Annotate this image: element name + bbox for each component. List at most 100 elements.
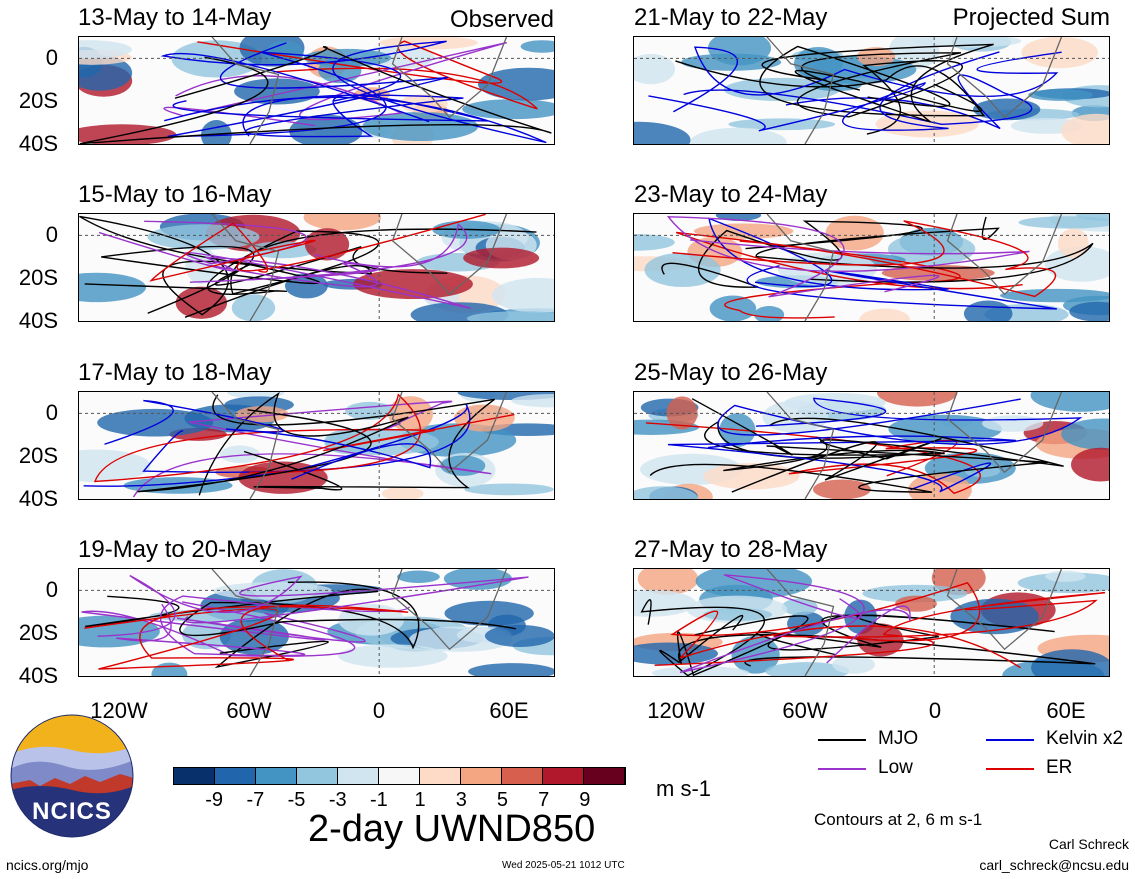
- shading-blob: [982, 415, 1044, 432]
- colorbar: [173, 767, 626, 785]
- shading-blob: [695, 569, 813, 599]
- shading-blob: [644, 252, 721, 288]
- contour-line: [79, 215, 372, 318]
- shading-blob: [1069, 301, 1109, 321]
- shading-blob: [1030, 392, 1109, 412]
- contour-line: [149, 214, 486, 282]
- shading-blob: [784, 392, 886, 413]
- lat-label: 40S: [18, 486, 58, 511]
- map-field: [634, 392, 1109, 499]
- shading-blob: [238, 461, 328, 494]
- colorbar-tick-label: -1: [370, 789, 388, 811]
- shading-blob: [396, 570, 440, 584]
- map-panel: [78, 568, 555, 677]
- shading-blob: [219, 445, 260, 464]
- map-field: [79, 569, 554, 676]
- lon-label: 60E: [1046, 698, 1086, 723]
- map-field: [634, 569, 1109, 676]
- lat-label: 40S: [18, 308, 58, 333]
- legend-label-er: ER: [1046, 757, 1073, 778]
- lat-label: 40S: [18, 131, 58, 156]
- shading-blob: [634, 486, 699, 499]
- colorbar-swatch: [420, 768, 461, 784]
- shading-blob: [813, 479, 871, 499]
- map-panel: [78, 36, 555, 145]
- legend-label-low: Low: [878, 757, 913, 778]
- map-field: [634, 37, 1109, 144]
- panel-title: 25-May to 26-May: [634, 359, 828, 386]
- coastline: [211, 569, 508, 676]
- map-panel: [633, 391, 1110, 500]
- coastline: [211, 37, 508, 144]
- map-field: [79, 37, 554, 144]
- shading-blob: [1044, 246, 1109, 282]
- logo-text: NCICS: [32, 798, 112, 825]
- shading-blob: [463, 247, 540, 269]
- coastline: [766, 214, 1063, 321]
- contour-line: [81, 601, 366, 657]
- panel-title: 21-May to 22-May: [634, 4, 828, 31]
- colorbar-tick-label: -5: [287, 789, 306, 811]
- contour-line: [189, 223, 468, 288]
- shading-blob: [1061, 113, 1109, 144]
- lon-label: 0: [372, 698, 386, 723]
- panel-title: 15-May to 16-May: [78, 181, 272, 208]
- shading-blob: [859, 308, 911, 321]
- contour-line: [116, 595, 411, 657]
- lon-label: 0: [928, 698, 942, 723]
- map-panel: [78, 391, 555, 500]
- shading-blob: [79, 40, 132, 59]
- shading-blob: [1071, 447, 1109, 482]
- contour-line: [179, 581, 516, 650]
- shading-blob: [634, 121, 691, 144]
- shading-blob: [832, 655, 875, 674]
- panel-title: 23-May to 24-May: [634, 181, 828, 208]
- colorbar-tick-label: 3: [455, 789, 467, 811]
- map-panel: [633, 568, 1110, 677]
- shading-blob: [151, 662, 188, 676]
- map-panel: [78, 213, 555, 322]
- shading-blob: [464, 483, 554, 496]
- shading-blob: [754, 306, 785, 321]
- contour-line: [666, 216, 1030, 298]
- shading-blob: [634, 589, 696, 617]
- shading-blob: [338, 644, 448, 668]
- contour-line: [648, 51, 1000, 132]
- map-field: [79, 392, 554, 499]
- lon-label: 60W: [226, 698, 272, 723]
- colorbar-swatch: [543, 768, 584, 784]
- legend-swatch-mjo: [818, 739, 866, 741]
- contour-line: [675, 231, 1023, 319]
- contours-note: Contours at 2, 6 m s-1: [814, 810, 983, 829]
- shading-blob: [637, 569, 699, 595]
- coastline: [766, 392, 1063, 499]
- contour-line: [79, 46, 552, 144]
- lat-label: 0: [45, 577, 58, 602]
- contour-line: [85, 588, 379, 669]
- shading-blob: [303, 214, 382, 231]
- colorbar-tick-label: -9: [205, 789, 224, 811]
- shading-blob: [462, 99, 554, 120]
- shading-blob: [200, 120, 232, 144]
- contour-line: [93, 393, 515, 483]
- contour-line: [667, 435, 1016, 493]
- shading-blob: [491, 277, 554, 313]
- footer-timestamp: Wed 2025-05-21 1012 UTC: [502, 860, 625, 871]
- contour-line: [761, 43, 994, 123]
- shading-blob: [862, 584, 968, 603]
- contour-line: [212, 394, 496, 491]
- colorbar-swatch: [338, 768, 379, 784]
- shading-blob: [1018, 216, 1109, 229]
- shading-blob: [231, 294, 276, 321]
- colorbar-swatch: [379, 768, 420, 784]
- contour-line: [675, 45, 986, 117]
- projected-sum-label: Projected Sum: [952, 4, 1110, 31]
- contour-line: [160, 40, 547, 144]
- contour-line: [708, 217, 1057, 310]
- legend-swatch-low: [818, 768, 866, 770]
- colorbar-tick-label: 5: [496, 789, 509, 811]
- shading-blob: [1028, 89, 1093, 101]
- colorbar-swatch: [297, 768, 338, 784]
- legend-label-mjo: MJO: [878, 728, 919, 749]
- colorbar-tick-label: 9: [579, 789, 591, 811]
